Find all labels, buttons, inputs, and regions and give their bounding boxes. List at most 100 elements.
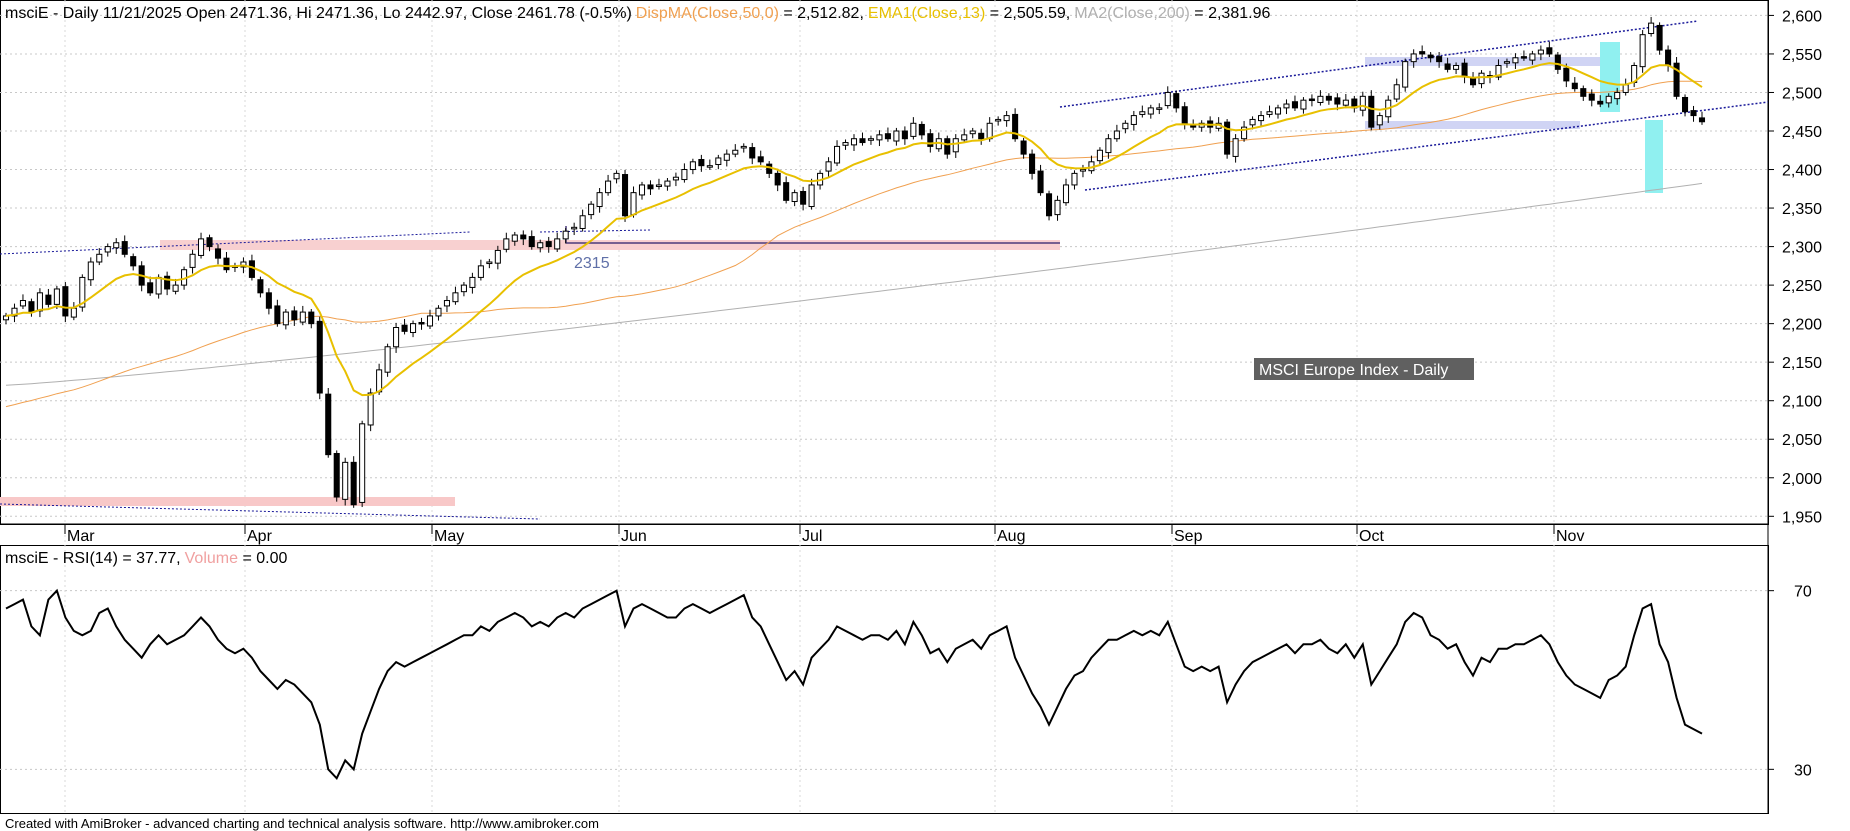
highlight-gap-down [1645,120,1663,193]
candle-body [867,138,874,141]
candle-body [1368,95,1375,128]
resistance-band-top [1365,57,1615,66]
candle-body [1224,121,1231,155]
trend-channel [0,20,1769,520]
candle-body [918,123,925,136]
candle-body [511,234,518,242]
candle-body [164,275,171,290]
candle-body [978,132,985,140]
candle-body [1054,199,1061,216]
candle-body [1410,53,1417,63]
price-axis: 1,950 2,000 2,050 2,100 2,150 2,200 2,250 2,300… [1768,8,1822,526]
disp-ma-value: = 2,512.82, [779,5,864,22]
candle-body [1427,54,1434,59]
candle-body [53,288,60,305]
candle-body [1470,77,1477,86]
candle-body [1003,115,1010,122]
candle-body [664,180,671,187]
candle-body [87,261,94,281]
volume-label: Volume [185,550,238,567]
price-tick-label: 2,100 [1782,394,1822,411]
ma2-value: = 2,381.96 [1190,5,1271,22]
candle-body [486,261,493,265]
ema-line-group [5,62,1703,397]
candle-body [969,130,976,135]
rsi-panel-frame [0,545,1769,814]
candle-body [333,452,340,498]
candle-body [1173,93,1180,109]
index-title-bg [1254,358,1474,380]
candle-body [605,180,612,194]
candle-body [206,237,213,248]
candle-body [1444,63,1451,70]
price-tick-label: 2,450 [1782,124,1822,141]
candle-body [1062,184,1070,204]
candle-body [130,256,137,267]
candle-body [1308,98,1315,102]
candle-body [1529,53,1536,61]
price-tick-label: 2,400 [1782,163,1822,180]
candle-body [1690,110,1697,117]
month-label: Sep [1174,528,1203,545]
candle-body [1249,118,1256,126]
candle-body [1096,149,1103,162]
trend-line-short [539,229,651,233]
support-band-2315 [160,240,1060,250]
candle-body [223,257,230,271]
month-label: May [434,528,464,545]
rsi-line-group [5,588,1703,781]
candle-body [613,172,620,180]
candle-body [1105,138,1112,154]
candle-body [630,192,637,216]
candle-body [1512,57,1519,64]
candle-body [248,260,255,278]
candle-body [876,134,883,141]
month-axis: Mar Apr May Jun Jul Aug Sep Oct Nov [64,524,1584,545]
candle-body [1597,100,1604,105]
rsi-axis: 30 70 [1768,584,1812,779]
candle-body [121,241,128,255]
candle-body [172,284,179,292]
candle-body [1359,95,1366,111]
candle-body [45,294,52,305]
rsi-line [5,588,1703,781]
support-resistance-zones [0,42,1663,506]
candle-body [265,292,272,309]
footer-credit: Created with AmiBroker - advanced charti… [5,816,599,831]
month-label: Jun [621,528,647,545]
month-label: Mar [67,528,95,545]
candle-body [155,276,162,295]
candle-body [410,323,417,334]
candle-body [1325,95,1332,101]
price-tick-label: 2,250 [1782,278,1822,295]
price-tick-label: 1,950 [1782,509,1822,526]
candle-body [698,159,705,167]
rsi-header: msciE - RSI(14) = 37.77, Volume = 0.00 [5,550,287,567]
candle-body [1139,111,1146,115]
candle-body [944,138,951,155]
candle-body [1571,82,1578,90]
candle-body [834,145,841,164]
candle-body [740,145,747,149]
rsi-label: msciE - RSI(14) = 37.77, [5,550,181,567]
disp-ma-label: DispMA(Close,50,0) [636,5,779,22]
candle-body [1156,107,1163,110]
candle-body [537,242,544,249]
candle-body [1130,115,1137,125]
candle-body [1614,91,1621,100]
price-tick-label: 2,600 [1782,8,1822,25]
candle-body [291,310,298,321]
candle-body [401,324,408,332]
candle-body [961,134,968,141]
channel-upper-line [1059,20,1699,108]
candle-body [1393,84,1400,100]
candle-body [1665,49,1672,66]
candle-body [783,182,790,201]
candle-body [452,292,459,303]
candle-body [1071,172,1078,186]
volume-value: = 0.00 [238,550,287,567]
rsi-tick-label: 70 [1794,584,1812,601]
candle-body [469,276,476,288]
price-header-prefix: msciE - Daily 11/21/2025 Open 2471.36, H… [5,5,632,22]
candle-body [1537,49,1544,55]
